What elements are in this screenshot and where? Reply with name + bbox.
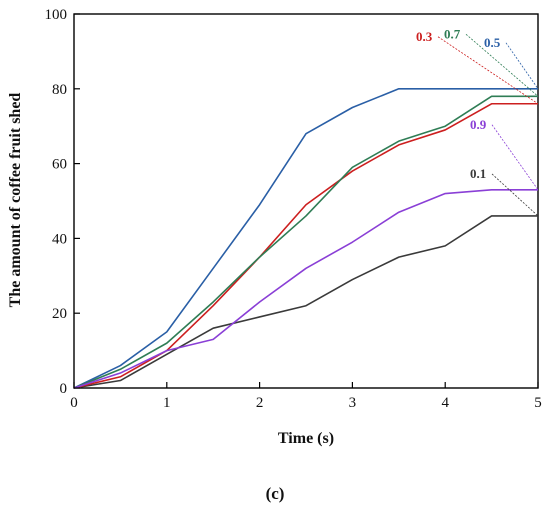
series-label-leader xyxy=(505,42,539,90)
series-line-0-3 xyxy=(73,102,538,389)
x-tick-label: 1 xyxy=(163,395,171,411)
series-label-0-5: 0.5 xyxy=(484,35,501,50)
series-label-0-3: 0.3 xyxy=(416,29,433,44)
x-tick-label: 4 xyxy=(441,395,449,411)
y-tick-label: 40 xyxy=(52,231,67,247)
y-tick-label: 20 xyxy=(52,306,67,322)
plot-area xyxy=(73,13,539,389)
series-label-leader xyxy=(437,36,539,105)
y-tick-label: 100 xyxy=(45,7,68,23)
y-tick-label: 60 xyxy=(52,157,67,173)
x-tick-label: 0 xyxy=(70,395,78,411)
series-line-0-5 xyxy=(73,88,538,389)
y-tick-label: 0 xyxy=(60,381,68,397)
series-layer xyxy=(73,88,538,389)
series-label-0-1: 0.1 xyxy=(470,166,486,181)
series-label-0-7: 0.7 xyxy=(444,26,461,41)
x-tick-label: 5 xyxy=(534,395,542,411)
y-tick-label: 80 xyxy=(52,82,67,98)
series-labels: 0.1 0.3 0.5 0.7 0.9 xyxy=(416,26,539,217)
series-line-0-7 xyxy=(73,95,538,389)
figure-caption: (c) xyxy=(266,484,285,503)
x-tick-label: 3 xyxy=(349,395,357,411)
plot-frame xyxy=(73,13,539,389)
x-tick-label: 2 xyxy=(256,395,264,411)
series-line-0-1 xyxy=(73,215,538,389)
series-label-leader xyxy=(491,124,539,191)
series-label-0-9: 0.9 xyxy=(470,117,487,132)
series-label-leader xyxy=(465,33,539,97)
y-axis-title: The amount of coffee fruit shed xyxy=(7,93,24,308)
x-axis-title: Time (s) xyxy=(278,430,334,447)
axis-ticks: 0 1 2 3 4 5 0 20 40 60 80 100 xyxy=(45,7,542,411)
series-line-0-9 xyxy=(73,188,538,389)
